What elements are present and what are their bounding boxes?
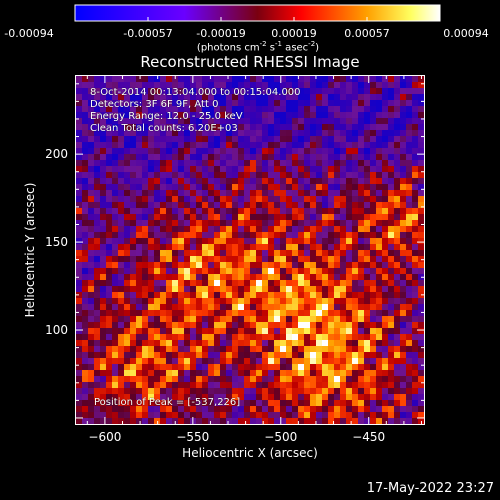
colorbar-ticks: [74, 17, 441, 21]
x-tick-label: −500: [264, 430, 298, 444]
annotation-time-range: 8-Oct-2014 00:13:04.000 to 00:15:04.000: [90, 87, 301, 98]
colorbar-tick-label: 0.00019: [271, 27, 317, 40]
y-tick-label: 150: [45, 235, 68, 250]
colorbar-tick-label: 0.00094: [443, 27, 489, 40]
heatmap-image: [76, 76, 424, 424]
x-tick-label: −450: [352, 430, 386, 444]
x-tick-label: −550: [176, 430, 210, 444]
colorbar-tick-label: -0.00094: [4, 27, 54, 40]
colorbar-tick-label: 0.00057: [344, 27, 390, 40]
plot-frame: [75, 75, 425, 425]
y-tick-label: 100: [45, 323, 68, 338]
chart-title: Reconstructed RHESSI Image: [140, 53, 360, 71]
colorbar-tick-label: -0.00057: [123, 27, 173, 40]
colorbar-tick-label: -0.00019: [196, 27, 246, 40]
colorbar: [74, 4, 441, 22]
y-axis-title: Heliocentric Y (arcsec): [23, 182, 37, 318]
y-tick-label: 200: [45, 147, 68, 162]
annotation-detectors: Detectors: 3F 6F 9F, Att 0: [90, 99, 219, 110]
footer-timestamp: 17-May-2022 23:27: [366, 481, 494, 496]
colorbar-gradient: [74, 4, 441, 22]
colorbar-units: (photons cm-2 s-1 asec-2): [196, 40, 320, 54]
annotation-energy: Energy Range: 12.0 - 25.0 keV: [90, 111, 243, 122]
annotation-clean: Clean Total counts: 6.20E+03: [90, 123, 238, 134]
annotation-peak-position: Position of Peak = [-537,226]: [94, 397, 241, 408]
x-tick-label: −600: [88, 430, 122, 444]
x-axis-title: Heliocentric X (arcsec): [182, 446, 318, 460]
